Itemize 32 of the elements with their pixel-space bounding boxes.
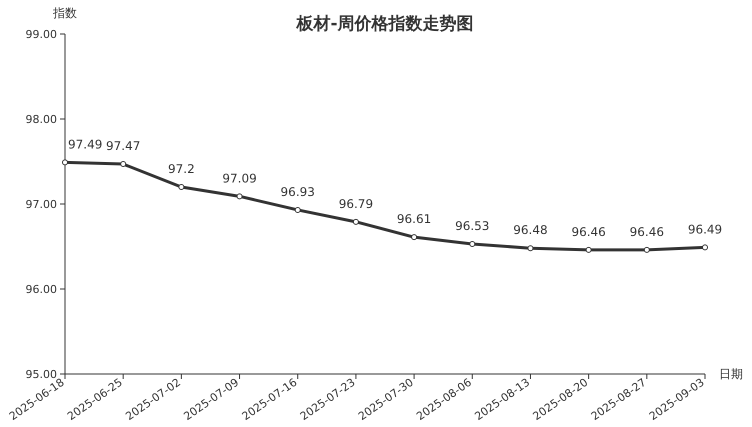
y-tick-label: 98.00: [26, 113, 57, 126]
chart-title: 板材-周价格指数走势图: [295, 14, 474, 34]
point: [586, 246, 592, 253]
data-label: 97.2: [168, 162, 195, 176]
x-axis-title: 日期: [719, 367, 743, 381]
data-label: 96.46: [571, 224, 606, 239]
point: [352, 218, 359, 225]
point: [702, 244, 708, 250]
data-label: 97.49: [68, 137, 102, 152]
data-label: 96.79: [338, 196, 374, 211]
point: [469, 240, 476, 247]
point: [178, 184, 184, 190]
data-label: 96.53: [455, 218, 490, 233]
data-label: 96.46: [630, 224, 664, 239]
y-tick-label: 95.00: [26, 368, 57, 381]
data-label: 97.47: [106, 139, 140, 154]
point: [411, 234, 418, 240]
point: [527, 245, 534, 252]
data-label: 96.93: [280, 184, 315, 199]
y-axis-title: 指数: [52, 6, 77, 20]
point: [120, 161, 126, 168]
data-label: 96.49: [688, 222, 722, 236]
point: [62, 159, 68, 166]
y-tick-label: 97.00: [26, 198, 57, 211]
data-label: 96.48: [513, 223, 548, 238]
data-label: 97.09: [222, 171, 257, 186]
point: [236, 193, 243, 200]
y-tick-label: 96.00: [26, 283, 57, 296]
point: [294, 206, 301, 213]
y-tick-label: 99.00: [26, 28, 57, 41]
point: [644, 246, 650, 253]
data-label: 96.61: [396, 212, 432, 226]
